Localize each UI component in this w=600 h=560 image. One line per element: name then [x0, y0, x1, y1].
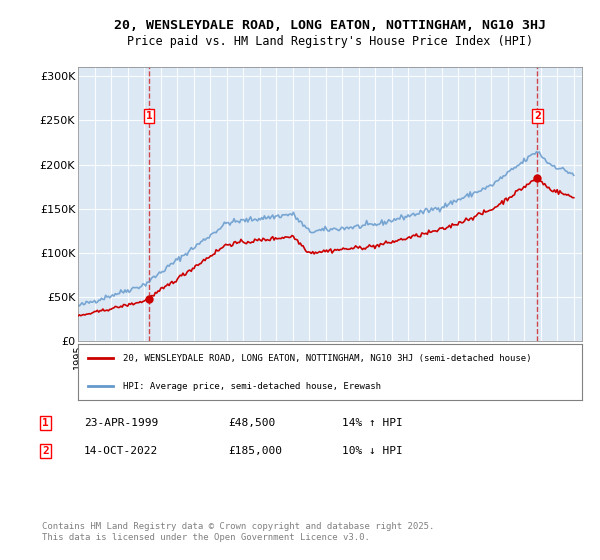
- Text: £48,500: £48,500: [228, 418, 275, 428]
- Text: Price paid vs. HM Land Registry's House Price Index (HPI): Price paid vs. HM Land Registry's House …: [127, 35, 533, 49]
- Text: HPI: Average price, semi-detached house, Erewash: HPI: Average price, semi-detached house,…: [124, 382, 382, 391]
- Text: 1: 1: [146, 111, 152, 121]
- Text: 23-APR-1999: 23-APR-1999: [84, 418, 158, 428]
- Text: 1: 1: [42, 418, 49, 428]
- Text: 14% ↑ HPI: 14% ↑ HPI: [342, 418, 403, 428]
- Text: 2: 2: [534, 111, 541, 121]
- Text: 10% ↓ HPI: 10% ↓ HPI: [342, 446, 403, 456]
- Text: 20, WENSLEYDALE ROAD, LONG EATON, NOTTINGHAM, NG10 3HJ (semi-detached house): 20, WENSLEYDALE ROAD, LONG EATON, NOTTIN…: [124, 354, 532, 363]
- Text: 14-OCT-2022: 14-OCT-2022: [84, 446, 158, 456]
- Text: £185,000: £185,000: [228, 446, 282, 456]
- Text: 2: 2: [42, 446, 49, 456]
- Text: Contains HM Land Registry data © Crown copyright and database right 2025.
This d: Contains HM Land Registry data © Crown c…: [42, 522, 434, 542]
- Text: 20, WENSLEYDALE ROAD, LONG EATON, NOTTINGHAM, NG10 3HJ: 20, WENSLEYDALE ROAD, LONG EATON, NOTTIN…: [114, 18, 546, 32]
